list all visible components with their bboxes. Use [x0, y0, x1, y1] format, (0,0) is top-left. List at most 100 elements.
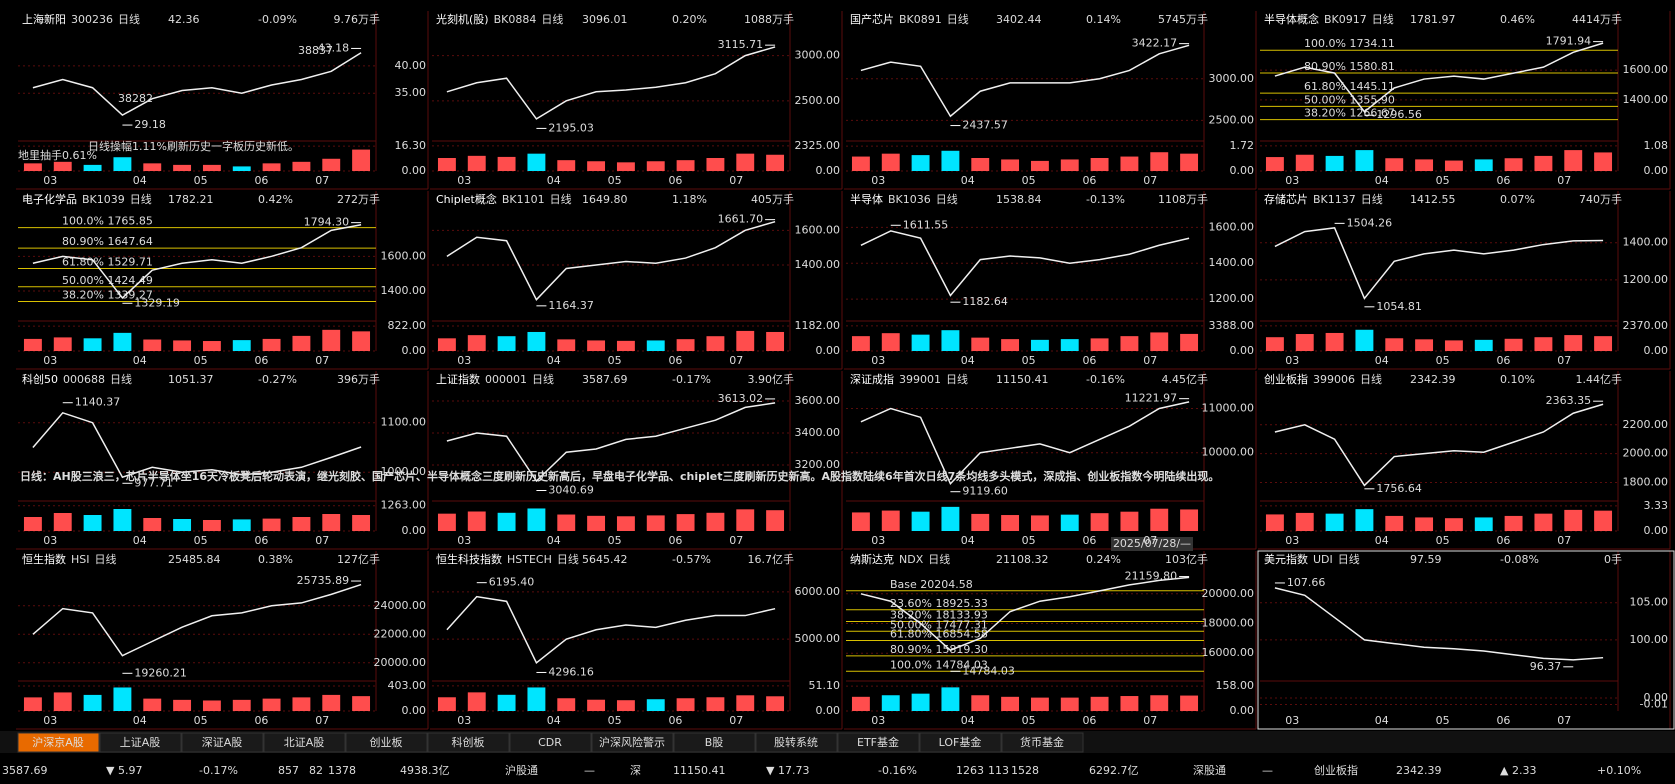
y-tick-label: 1400.00: [1209, 256, 1255, 269]
month-label: 07: [1557, 354, 1571, 367]
tab[interactable]: [755, 732, 838, 753]
volume: 4.45亿手: [1162, 372, 1209, 386]
volume: 1108万手: [1158, 192, 1208, 206]
price: 25485.84: [168, 553, 221, 566]
y-tick-label: 1100.00: [381, 416, 427, 429]
status-item: —: [1262, 764, 1273, 777]
volume-bar: [616, 162, 635, 171]
tab-label[interactable]: ETF基金: [857, 735, 899, 749]
change: -0.08%: [1500, 553, 1539, 566]
volume-bar: [1001, 696, 1020, 711]
month-label: 07: [1557, 534, 1571, 547]
vol-tick-label: 0.00: [402, 524, 427, 537]
tab-label[interactable]: CDR: [538, 736, 562, 749]
status-item: 2342.39: [1396, 764, 1442, 777]
volume-bar: [911, 511, 930, 531]
stock-code: BK1036: [888, 193, 931, 206]
tab[interactable]: [673, 732, 756, 753]
month-label: 07: [1557, 714, 1571, 727]
volume-bar: [1564, 509, 1583, 531]
tab-label[interactable]: 沪深风险警示: [599, 735, 665, 749]
volume-bar: [1355, 329, 1374, 351]
low-label: 1182.64: [962, 295, 1008, 308]
price-line: [1274, 587, 1604, 661]
tab-label[interactable]: 科创板: [452, 735, 485, 749]
month-label: 03: [871, 714, 885, 727]
stock-name: 创业板指: [1264, 372, 1308, 386]
y-tick-label: 35.00: [395, 86, 427, 99]
volume-bar: [676, 698, 695, 711]
tab[interactable]: [427, 732, 510, 753]
period: 日线: [1338, 552, 1360, 566]
tab-label[interactable]: LOF基金: [939, 735, 982, 749]
change: 0.14%: [1086, 13, 1121, 26]
high-label: 1140.37: [75, 396, 121, 409]
tab[interactable]: [181, 732, 264, 753]
volume-bar: [766, 154, 785, 171]
tab[interactable]: [509, 732, 592, 753]
period: 日线: [550, 192, 572, 206]
tab-label[interactable]: 股转系统: [774, 735, 818, 749]
price: 1051.37: [168, 373, 214, 386]
tab-label[interactable]: B股: [705, 736, 724, 749]
tab[interactable]: [591, 732, 674, 753]
tab-label[interactable]: 北证A股: [284, 736, 325, 749]
tab[interactable]: [345, 732, 428, 753]
y-tick-label: 1200.00: [1623, 273, 1669, 286]
volume-bar: [706, 697, 725, 711]
volume-bar: [1030, 160, 1049, 171]
volume-bar: [851, 512, 870, 531]
change: -0.13%: [1086, 193, 1125, 206]
fib-label: 23.60% 18925.33: [890, 597, 988, 610]
tab[interactable]: [263, 732, 346, 753]
y-tick-label: 20000.00: [374, 656, 427, 669]
volume-bar: [1030, 697, 1049, 711]
tab-label[interactable]: 深证A股: [202, 736, 243, 749]
y-tick-label: 1600.00: [381, 249, 427, 262]
month-label: 03: [43, 174, 57, 187]
volume-bar: [1415, 517, 1434, 531]
panel-header: 半导体概念 BK0917 日线: [1264, 12, 1394, 26]
status-item: ▼ 17.73: [766, 764, 809, 777]
high-label: 107.66: [1287, 576, 1326, 589]
volume-bar: [1474, 517, 1493, 531]
tab-label[interactable]: 沪深京A股: [32, 735, 84, 749]
stock-code: 000001: [485, 373, 527, 386]
vol-tick-label: 0.00: [402, 164, 427, 177]
volume-bar: [971, 513, 990, 531]
stock-code: BK0891: [899, 13, 942, 26]
volume-bar: [1001, 339, 1020, 351]
annotation: 38837: [298, 44, 333, 57]
volume-bar: [83, 694, 102, 711]
status-item: 沪股通: [505, 763, 538, 777]
period: 日线: [946, 372, 968, 386]
tab[interactable]: [919, 732, 1002, 753]
tab[interactable]: [99, 732, 182, 753]
panel-header: 光刻机(股) BK0884 日线: [436, 12, 563, 26]
volume-bar: [1295, 154, 1314, 171]
month-label: 05: [608, 714, 622, 727]
tab[interactable]: [837, 732, 920, 753]
volume-bar: [911, 334, 930, 351]
period: 日线: [1372, 12, 1394, 26]
month-label: 04: [1375, 354, 1389, 367]
date-label: 2025/07/28/—: [1113, 537, 1191, 550]
high-label: 1794.30: [304, 216, 350, 229]
overlay-note: 日线：AH股三浪三，芯片半导体坐16天冷板凳后轮动表演，继光刻胶、国产芯片、半导…: [20, 469, 1219, 483]
tab-label[interactable]: 货币基金: [1020, 735, 1064, 749]
tab-label[interactable]: 创业板: [370, 735, 403, 749]
y-tick-label: 1400.00: [1623, 236, 1669, 249]
tab-label[interactable]: 上证A股: [120, 736, 161, 749]
month-label: 06: [1496, 174, 1510, 187]
volume-bar: [941, 506, 960, 531]
tab[interactable]: [17, 732, 100, 753]
tab[interactable]: [1001, 732, 1084, 753]
low-label: 1329.19: [134, 296, 180, 309]
month-label: 03: [871, 354, 885, 367]
month-label: 04: [547, 354, 561, 367]
panel-header: 深证成指 399001 日线: [850, 372, 968, 386]
volume-bar: [1150, 152, 1169, 171]
month-label: 06: [254, 354, 268, 367]
fib-label: 100.0% 14784.03: [890, 658, 988, 671]
month-label: 04: [547, 174, 561, 187]
